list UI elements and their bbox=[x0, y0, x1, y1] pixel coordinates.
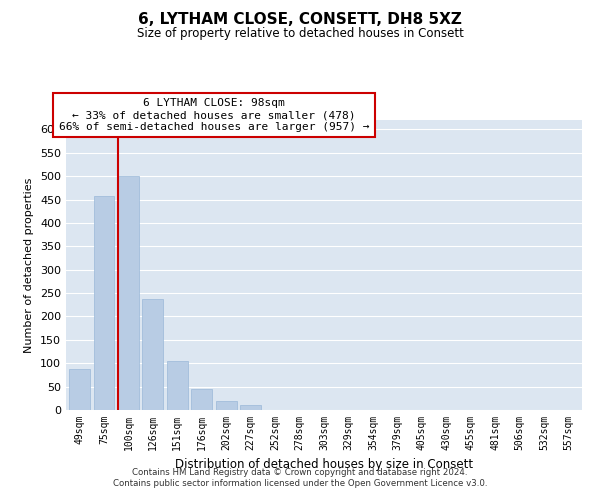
Text: Contains HM Land Registry data © Crown copyright and database right 2024.
Contai: Contains HM Land Registry data © Crown c… bbox=[113, 468, 487, 487]
Bar bbox=[94, 196, 114, 410]
Text: 6, LYTHAM CLOSE, CONSETT, DH8 5XZ: 6, LYTHAM CLOSE, CONSETT, DH8 5XZ bbox=[138, 12, 462, 28]
Bar bbox=[167, 362, 188, 410]
Bar bbox=[216, 400, 236, 410]
Bar bbox=[191, 390, 212, 410]
Bar bbox=[69, 369, 90, 410]
Y-axis label: Number of detached properties: Number of detached properties bbox=[25, 178, 34, 352]
Text: 6 LYTHAM CLOSE: 98sqm
← 33% of detached houses are smaller (478)
66% of semi-det: 6 LYTHAM CLOSE: 98sqm ← 33% of detached … bbox=[59, 98, 369, 132]
Bar bbox=[142, 299, 163, 410]
Bar bbox=[118, 176, 139, 410]
Text: Size of property relative to detached houses in Consett: Size of property relative to detached ho… bbox=[137, 28, 463, 40]
X-axis label: Distribution of detached houses by size in Consett: Distribution of detached houses by size … bbox=[175, 458, 473, 471]
Bar bbox=[240, 406, 261, 410]
